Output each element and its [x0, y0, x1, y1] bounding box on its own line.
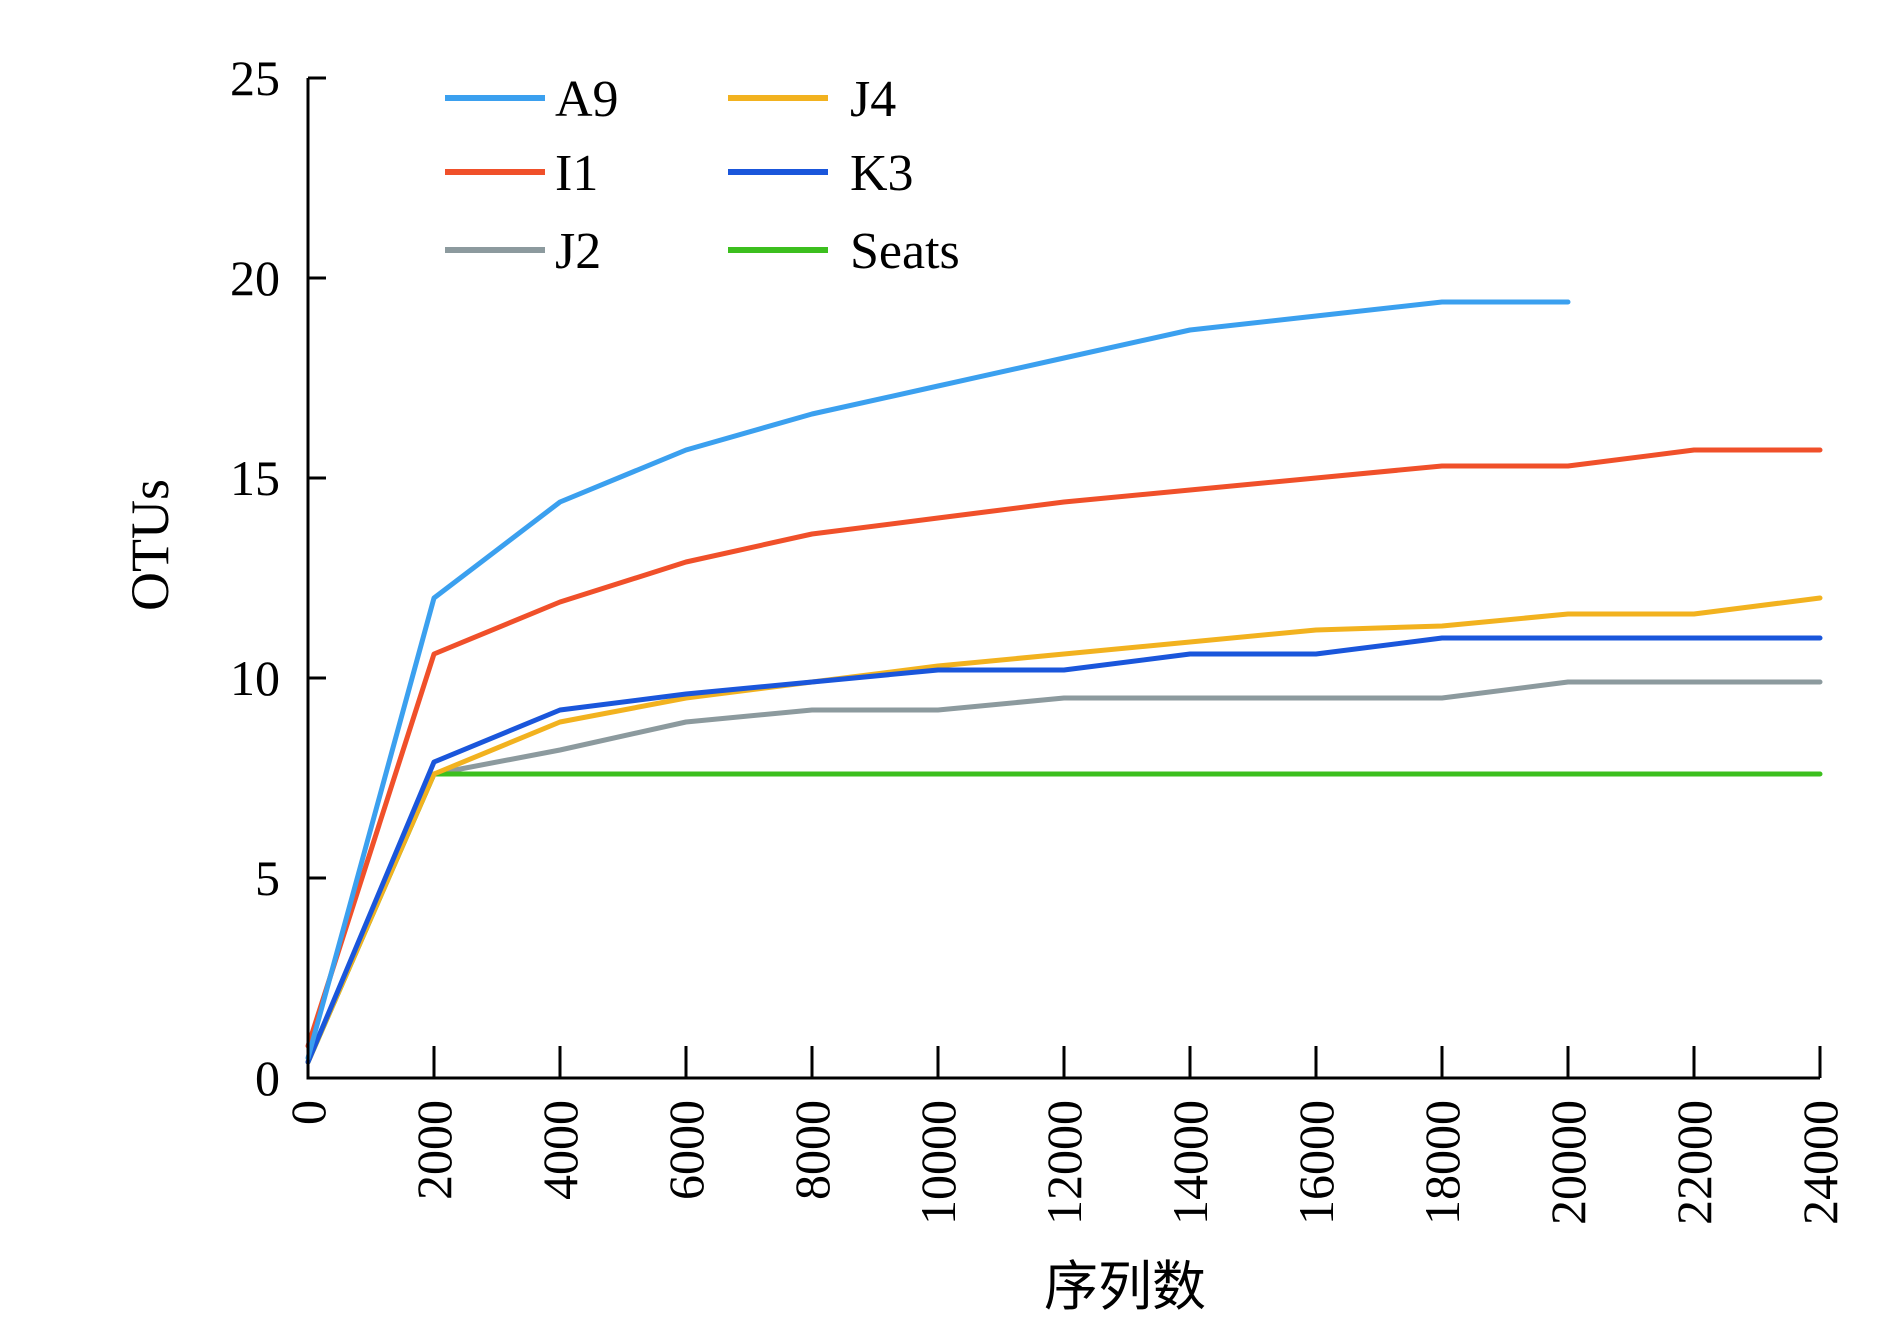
x-tick-label: 24000: [1792, 1100, 1848, 1225]
legend-label-i1: I1: [555, 145, 598, 202]
series-line-a9: [305, 299, 1571, 1061]
x-tick-label: 20000: [1540, 1100, 1596, 1225]
legend-label-j2: J2: [555, 223, 601, 280]
x-tick-label: 18000: [1414, 1100, 1470, 1225]
legend-label-a9: A9: [555, 71, 619, 128]
legend-label-j4: J4: [850, 71, 896, 128]
y-tick-label: 5: [255, 850, 280, 906]
series-line-j4: [305, 595, 1823, 1065]
legend-label-k3: K3: [850, 145, 914, 202]
y-tick-label: 25: [230, 50, 280, 106]
series-line-seats: [305, 771, 1823, 1065]
x-axis-title: 序列数: [1044, 1257, 1206, 1317]
x-tick-label: 22000: [1666, 1100, 1722, 1225]
y-tick-label: 0: [255, 1050, 280, 1106]
x-tick-label: 0: [280, 1100, 336, 1125]
axes-layer: [306, 78, 1820, 1080]
series-line-j2: [305, 679, 1823, 1065]
y-axis-title: OTUs: [120, 479, 180, 611]
y-tick-label: 15: [230, 450, 280, 506]
x-tick-label: 2000: [406, 1100, 462, 1200]
x-tick-label: 16000: [1288, 1100, 1344, 1225]
legend-label-seats: Seats: [850, 223, 960, 280]
x-tick-label: 10000: [910, 1100, 966, 1225]
x-tick-label: 14000: [1162, 1100, 1218, 1225]
axis-frame: [306, 78, 1820, 1080]
x-tick-label: 12000: [1036, 1100, 1092, 1225]
y-tick-label: 10: [230, 650, 280, 706]
y-tick-label: 20: [230, 250, 280, 306]
x-tick-label: 8000: [784, 1100, 840, 1200]
series-layer: [305, 299, 1823, 1065]
x-tick-label: 4000: [532, 1100, 588, 1200]
series-line-i1: [305, 447, 1823, 1049]
series-line-k3: [305, 635, 1823, 1065]
ticks-layer: 0 5 10 15 20 25 0 2000 4000 6000 8000 10000 12000 140…: [230, 50, 1848, 1225]
legend: A9 I1 J2 J4 K3 Seats: [445, 71, 960, 280]
x-tick-label: 6000: [658, 1100, 714, 1200]
